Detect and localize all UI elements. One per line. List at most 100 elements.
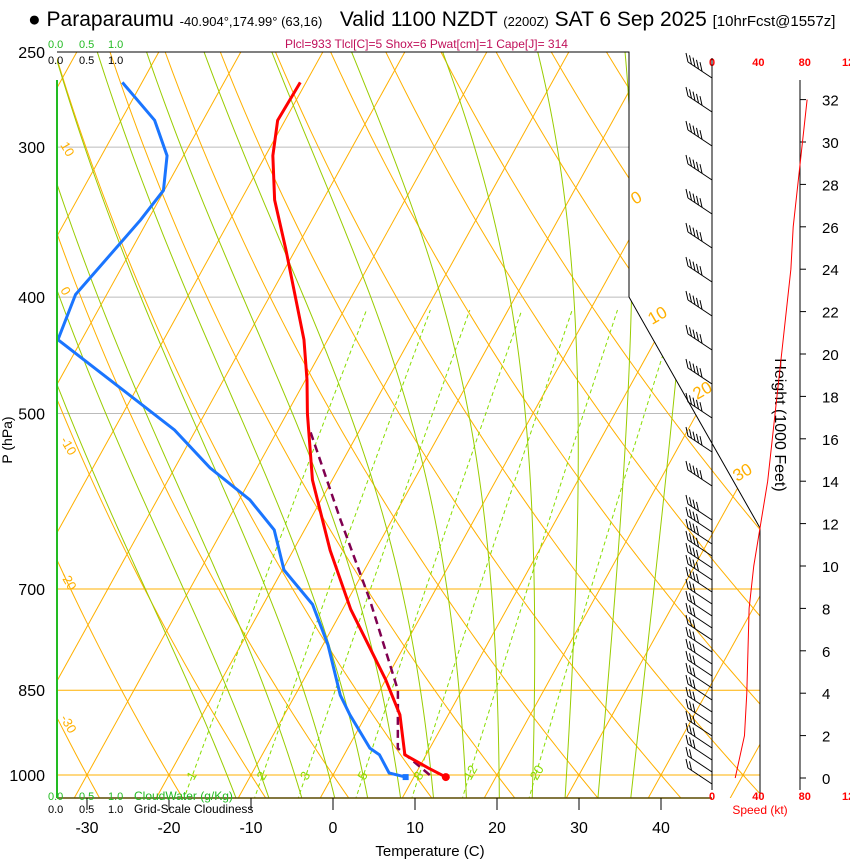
wind-barb-flag <box>689 157 692 167</box>
wind-barb-flag <box>699 334 703 344</box>
wind-barb <box>685 290 713 317</box>
wind-barb <box>685 86 713 113</box>
wind-barb-flag <box>689 463 692 473</box>
wind-barb-flag <box>692 227 696 237</box>
wind-barb-flag <box>692 125 696 135</box>
mixing-ratio-line <box>354 309 523 798</box>
wind-barb-flag <box>685 758 689 769</box>
wind-barb-flag <box>689 749 692 759</box>
wind-barb-flag <box>689 641 692 651</box>
wind-barb-flag <box>696 501 699 512</box>
wind-barb <box>685 530 713 557</box>
parcel-stats: Plcl=933 Tlcl[C]=5 Shox=6 Pwat[cm]=1 Cap… <box>285 37 568 51</box>
wind-barb-flag <box>685 222 689 233</box>
wind-barb-flag <box>696 93 699 104</box>
plot-frame-right <box>57 51 761 798</box>
wind-barb-flag <box>692 159 696 169</box>
wind-barb-flag <box>689 569 692 579</box>
temperature-tick-label: 40 <box>652 820 670 837</box>
wind-barb-flag <box>685 120 689 131</box>
wind-barb <box>685 392 713 419</box>
wind-barb-staff <box>687 265 713 283</box>
dry-adiabat-line <box>320 52 760 798</box>
isotherm-label: 10 <box>57 139 77 159</box>
wind-barb <box>685 324 713 351</box>
mixing-ratio-label: 2 <box>253 769 270 783</box>
cloudwater-label: CloudWater (g/Kg) <box>134 789 233 803</box>
mixing-ratio-label: 1 <box>183 769 200 783</box>
wind-barb <box>685 722 713 749</box>
moist-adiabat-line <box>57 52 304 798</box>
height-tick-label: 4 <box>822 686 830 703</box>
wind-barb-flag <box>692 329 696 339</box>
wind-barb-flag <box>685 290 689 301</box>
wind-barb-flag <box>692 571 696 581</box>
wind-barb <box>685 506 713 533</box>
wind-barb-flag <box>696 525 699 536</box>
wind-barb <box>685 578 713 605</box>
mixing-ratio-line <box>296 309 471 798</box>
wind-barb-flag <box>692 691 696 701</box>
temperature-line <box>271 81 447 779</box>
wind-barb-staff <box>687 587 713 605</box>
moist-adiabat-line <box>342 52 500 798</box>
wind-barb-flag <box>692 465 696 475</box>
wind-barb <box>685 494 713 521</box>
isotherm-line <box>236 52 664 798</box>
moist-adiabat-line <box>57 52 336 798</box>
cloudiness-scale-label: 1.0 <box>108 55 123 67</box>
wind-barb-flag <box>689 689 692 699</box>
wind-barb-flag <box>689 509 692 519</box>
cloudiness-scale-label: 0.0 <box>48 55 63 67</box>
height-tick-label: 22 <box>822 305 839 322</box>
height-tick-label: 30 <box>822 135 839 152</box>
isotherm-label: 0 <box>628 187 646 208</box>
wind-barb-flag <box>685 698 689 709</box>
wind-barb-staff <box>687 755 713 773</box>
wind-barb-staff <box>687 231 713 249</box>
wind-barb-staff <box>687 635 713 653</box>
wind-barb <box>685 602 713 629</box>
wind-barb-flag <box>685 674 689 685</box>
wind-barb <box>685 518 713 545</box>
dry-adiabat-line <box>57 52 102 798</box>
wind-barb-staff <box>687 575 713 593</box>
wind-barb <box>685 222 713 249</box>
wind-barb-flag <box>689 761 692 771</box>
wind-barb-flag <box>685 86 689 97</box>
isotherm-line <box>400 52 760 798</box>
isotherm-line <box>318 52 746 798</box>
pressure-tick-label: 250 <box>18 45 45 62</box>
temperature-tick-label: 0 <box>329 820 338 837</box>
cloudiness-scale-label: 0.5 <box>79 55 94 67</box>
wind-barb <box>685 188 713 215</box>
wind-barb <box>685 120 713 147</box>
wind-barb-flag <box>685 722 689 733</box>
wind-barb <box>685 460 713 487</box>
wind-barb-flag <box>685 154 689 165</box>
wind-barb-staff <box>687 503 713 521</box>
wind-barb-flag <box>692 739 696 749</box>
wind-barb-staff <box>687 333 713 351</box>
wind-barb <box>685 554 713 581</box>
wind-barb-staff <box>687 515 713 533</box>
wind-barb-flag <box>685 460 689 471</box>
wind-barb-flag <box>696 127 699 138</box>
wind-barb-flag <box>689 259 692 269</box>
wind-barb-flag <box>689 653 692 663</box>
wind-barb-flag <box>699 436 703 446</box>
wind-barb-flag <box>692 595 696 605</box>
wind-barb-flag <box>685 392 689 403</box>
height-tick-label: 10 <box>822 559 839 576</box>
wind-barb-flag <box>689 395 692 405</box>
wind-barb-flag <box>689 737 692 747</box>
wind-barb-flag <box>689 293 692 303</box>
wind-barb-staff <box>687 435 713 453</box>
wind-barb-flag <box>685 638 689 649</box>
height-tick-label: 2 <box>822 729 830 746</box>
wind-barb <box>685 626 713 653</box>
wind-barb-flag <box>696 399 699 410</box>
speed-tick-label: 120 <box>842 791 850 803</box>
wind-barb-staff <box>687 719 713 737</box>
